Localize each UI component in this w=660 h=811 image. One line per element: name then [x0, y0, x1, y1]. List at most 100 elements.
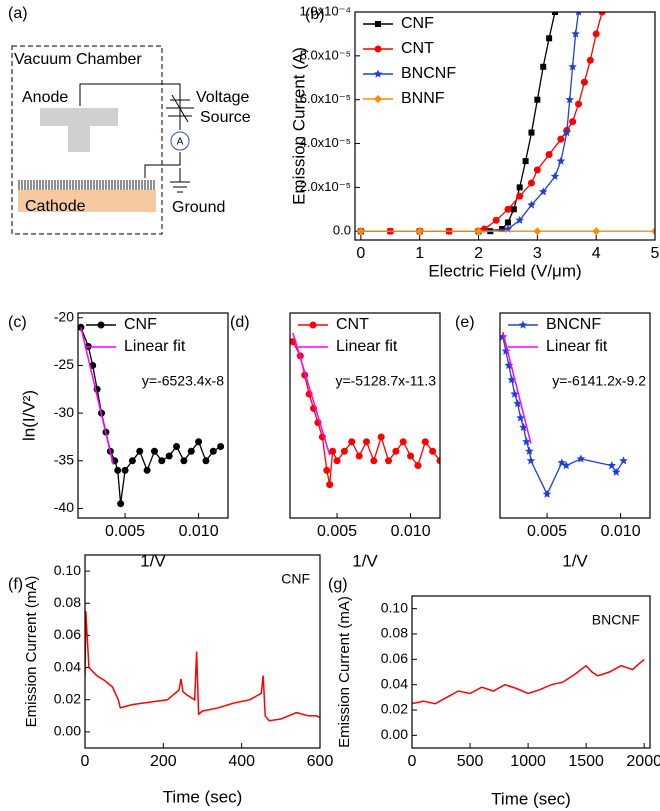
ground-symbol [170, 181, 190, 193]
marker [202, 457, 210, 465]
marker [173, 442, 181, 450]
marker [533, 166, 541, 174]
y-tick-label: 0.00 [54, 723, 81, 739]
y-tick-label: 0.08 [381, 625, 408, 641]
marker [510, 206, 517, 213]
x-tick-label: 0.005 [105, 523, 145, 540]
x-tick-label: 0 [356, 245, 365, 262]
anode-label: Anode [22, 89, 68, 106]
marker [158, 457, 166, 465]
marker [195, 438, 203, 446]
marker [527, 200, 536, 209]
y-tick-label: 0.00 [381, 726, 408, 742]
marker [362, 438, 370, 446]
chart: (e) 0.005 0.010 1/V BNCNF Linear fit y=-6141.2… [455, 312, 651, 570]
y-tick-label: -20 [54, 308, 74, 324]
marker [114, 466, 122, 474]
marker [415, 227, 424, 236]
wiring [79, 83, 181, 182]
marker [414, 462, 422, 470]
y-axis-label: Emission Current (A) [289, 47, 308, 205]
y-tick-label: 1.0x10⁻⁴ [300, 3, 351, 18]
x-tick-label: 400 [228, 753, 255, 770]
legend-item: Linear fit [508, 338, 608, 355]
x-tick-label: 3 [533, 245, 542, 262]
marker [651, 227, 655, 236]
series-line [85, 611, 320, 722]
marker [309, 321, 317, 329]
marker [611, 467, 621, 476]
marker [542, 489, 552, 498]
marker [407, 452, 415, 460]
x-tick-label: 0 [81, 753, 90, 770]
cathode-plate [18, 190, 156, 212]
chart: (c) 0.005 0.010 -20 -25 -30 -35 -40 1/V ln(I/V²) C… [8, 308, 229, 570]
marker [562, 128, 571, 137]
marker [370, 457, 378, 465]
panel-label: (b) [305, 6, 325, 23]
y-tick-label: 0.04 [54, 658, 81, 674]
plot-frame [289, 312, 441, 519]
panel-label: (e) [455, 314, 475, 331]
marker [565, 95, 574, 104]
marker [209, 447, 217, 455]
marker [586, 56, 594, 64]
plot-frame [354, 11, 656, 241]
marker [569, 118, 577, 126]
chart: (g) 0 500 1000 1500 2000 0.00 0.02 0.04 0.06 0.08 0… [328, 576, 660, 808]
marker [619, 456, 628, 465]
annotation: CNF [281, 571, 310, 587]
series-line [292, 332, 331, 456]
y-tick-label: 0.10 [381, 599, 408, 615]
x-tick-label: 1000 [510, 753, 546, 770]
y-tick-label: 0.08 [54, 594, 81, 610]
x-tick-label: 4 [592, 245, 601, 262]
x-axis-label: Time (sec) [491, 789, 571, 808]
series-line [502, 331, 532, 444]
marker [421, 438, 429, 446]
marker [515, 215, 524, 224]
panel-label: (c) [8, 314, 27, 331]
plot-area [500, 331, 628, 498]
marker [510, 389, 519, 398]
marker [522, 437, 531, 446]
y-tick-label: 6.0x10⁻⁵ [300, 91, 351, 106]
legend-label: CNF [401, 15, 434, 32]
legend-item: BNNF [363, 90, 445, 107]
marker [429, 447, 437, 455]
x-tick-label: 1500 [568, 753, 604, 770]
plot-area [290, 332, 440, 489]
y-tick-label: -35 [54, 451, 74, 467]
y-tick-label: 0.10 [54, 562, 81, 578]
panel-label: (f) [8, 576, 23, 593]
legend-label: Linear fit [546, 338, 608, 355]
marker [326, 481, 334, 489]
plot-frame [84, 554, 321, 749]
x-tick-label: 0.005 [527, 523, 567, 540]
legend-item: CNT [363, 40, 434, 57]
series-line [360, 12, 580, 232]
marker [492, 216, 500, 224]
series-line [412, 658, 645, 705]
x-tick-label: 0.010 [179, 523, 219, 540]
y-axis-label: Emission Current (mA) [23, 576, 40, 728]
x-tick-label: 600 [307, 753, 334, 770]
x-tick-label: 1 [415, 245, 424, 262]
legend-label: CNT [336, 316, 369, 333]
marker [375, 21, 381, 27]
plot-area [356, 12, 655, 236]
series-line [360, 12, 603, 232]
anode-shape [40, 108, 118, 152]
marker [598, 12, 606, 16]
marker [436, 457, 440, 465]
marker [356, 227, 365, 236]
marker [374, 95, 382, 103]
legend-label: Linear fit [336, 338, 398, 355]
y-tick-label: 0.06 [54, 626, 81, 642]
source-label: Source [200, 109, 251, 126]
y-axis-label: ln(I/V²) [19, 390, 38, 441]
marker [329, 447, 337, 455]
marker [528, 129, 535, 136]
marker [568, 62, 577, 71]
